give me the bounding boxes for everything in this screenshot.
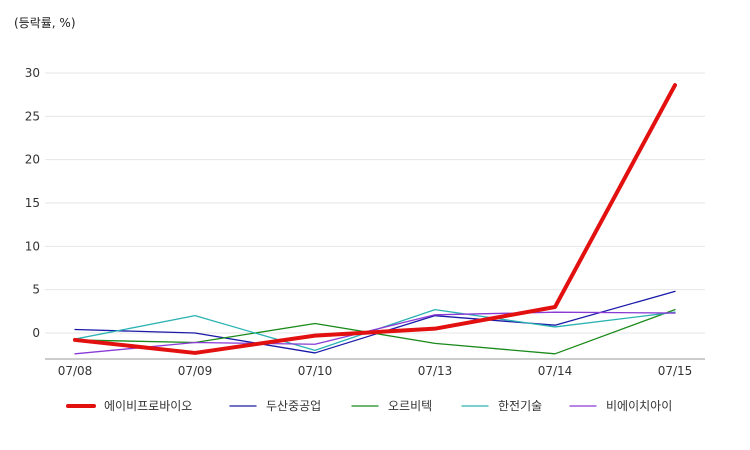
y-tick-label: 10 [25, 239, 40, 253]
x-tick-label: 07/10 [298, 364, 333, 378]
legend-label[interactable]: 한전기술 [498, 399, 542, 413]
series-line-2 [74, 290, 676, 354]
x-tick-label: 07/08 [58, 364, 93, 378]
y-tick-label: 25 [25, 109, 40, 123]
y-tick-label: 15 [25, 196, 40, 210]
y-axis-ticks: 0 5 10 15 20 25 30 [25, 66, 40, 340]
legend-label[interactable]: 두산중공업 [266, 399, 321, 413]
x-tick-label: 07/09 [178, 364, 213, 378]
x-tick-label: 07/15 [658, 364, 693, 378]
y-tick-label: 30 [25, 66, 40, 80]
x-tick-label: 07/14 [538, 364, 573, 378]
x-axis-ticks: 07/08 07/09 07/10 07/13 07/14 07/15 [58, 364, 693, 378]
series-lines [73, 83, 677, 355]
series-line-5 [74, 311, 676, 355]
y-tick-label: 0 [32, 326, 40, 340]
legend: 에이비프로바이오 두산중공업 오르비텍 한전기술 비에이치아이 [66, 399, 672, 413]
x-tick-label: 07/13 [418, 364, 453, 378]
legend-label[interactable]: 비에이치아이 [606, 399, 672, 413]
y-tick-label: 5 [32, 283, 40, 297]
y-tick-label: 20 [25, 153, 40, 167]
y-unit-label: (등락률, %) [14, 16, 76, 30]
legend-label[interactable]: 에이비프로바이오 [104, 399, 192, 413]
gridlines [45, 72, 705, 334]
series-line-1 [73, 83, 677, 355]
legend-label[interactable]: 오르비텍 [388, 399, 432, 413]
